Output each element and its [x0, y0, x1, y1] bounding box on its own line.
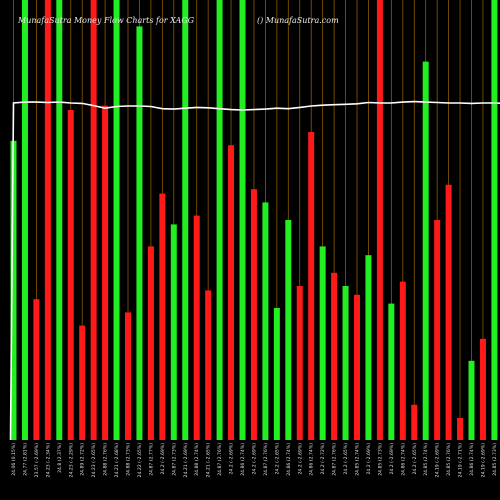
bar-down [193, 215, 200, 440]
x-tick-label: 24.85 (2.76%) [446, 443, 452, 476]
bar-down [159, 193, 166, 440]
x-tick-label: 24.19 (-2.69%) [480, 443, 486, 478]
x-tick-label: 24.87 (2.73%) [171, 443, 177, 476]
bar-down [250, 189, 257, 440]
bar-up [113, 0, 120, 440]
x-tick-label: 24.23 (-2.65%) [91, 443, 97, 478]
x-tick-label: 24.86 (2.74%) [469, 443, 475, 476]
x-tick-label: 24.23 (-2.29%) [68, 443, 74, 478]
bar-down [44, 0, 51, 440]
bar-up [170, 224, 177, 440]
bar-up [56, 0, 63, 440]
bar-down [79, 325, 86, 440]
bar-down [228, 145, 235, 440]
bar-up [262, 202, 269, 440]
bar-up [319, 246, 326, 440]
bar-down [457, 418, 464, 440]
chart-title: MunafaSutra Money Flow Charts for XAGG [17, 16, 195, 25]
x-tick-label: 24.85 (2.73%) [377, 443, 383, 476]
x-tick-labels: 24.06 (0.15%) 24.77 (2.81%) 23.57 (-2.69%)… [11, 443, 498, 478]
x-tick-label: 24.2 (-2.69%) [229, 443, 235, 475]
x-tick-label: 24.85 (2.74%) [423, 443, 429, 476]
x-tick-label: 24.85 (2.74%) [355, 443, 361, 476]
x-tick-label: 24.86 (2.74%) [240, 443, 246, 476]
x-tick-label: 24.88 (2.73%) [126, 443, 132, 476]
x-tick-label: 24.85 (2.73%) [492, 443, 498, 476]
x-tick-label: 24.2 (-2.65%) [274, 443, 280, 475]
x-tick-label: 24.21 (-2.65%) [206, 443, 212, 478]
x-tick-label: 23.57 (-2.69%) [34, 443, 40, 478]
bar-up [273, 308, 280, 440]
x-tick-label: 24.2 (-2.69%) [366, 443, 372, 475]
x-tick-label: 24.87 (2.76%) [217, 443, 223, 476]
x-tick-label: 24.2 (-2.72%) [320, 443, 326, 475]
bar-up [491, 0, 498, 440]
x-tick-label: 24.23 (-2.34%) [45, 443, 51, 478]
x-tick-label: 24.2 (-2.69%) [251, 443, 257, 475]
bar-up [285, 220, 292, 440]
x-tick-label: 24.19 (-2.69%) [435, 443, 441, 478]
x-tick-label: 24.87 (2.76%) [263, 443, 269, 476]
bar-up [10, 140, 17, 441]
bar-down [125, 312, 131, 440]
x-tick-label: 24.89 (2.72%) [80, 443, 86, 476]
x-tick-label: 24.86 (2.74%) [286, 443, 292, 476]
bar-down [354, 294, 360, 440]
money-flow-line [9, 100, 500, 441]
bar-down [33, 299, 40, 440]
bar-up [422, 61, 429, 440]
bar-up [239, 0, 246, 440]
x-tick-label: 24.86 (2.74%) [400, 443, 406, 476]
bar-up [342, 286, 349, 440]
x-tick-label: 24.88 (2.74%) [194, 443, 200, 476]
x-tick-label: 24.06 (0.15%) [11, 443, 17, 476]
x-tick-label: 24.2 (-2.69%) [297, 443, 303, 475]
x-tick-label: 24.2 (-2.69%) [160, 443, 166, 475]
bar-down [205, 290, 212, 440]
bar-up [136, 26, 143, 441]
x-tick-label: 24.87 (2.77%) [148, 443, 154, 476]
bar-up [21, 0, 28, 440]
bar-down [331, 272, 338, 440]
bar-down [102, 105, 109, 440]
bars [10, 0, 498, 441]
bar-up [182, 0, 189, 440]
x-tick-label: 24.87 (2.76%) [332, 443, 338, 476]
x-tick-label: 24.2 (-2.65%) [412, 443, 418, 475]
x-tick-label: 24.21 (-2.68%) [114, 443, 120, 478]
x-tick-label: 24.8 (2.37%) [57, 443, 63, 473]
bar-down [296, 286, 303, 440]
bar-up [468, 360, 475, 440]
watermark: () MunafaSutra.com [257, 16, 339, 25]
bar-down [67, 110, 74, 440]
bar-down [376, 0, 383, 440]
x-tick-label: 24.21 (-2.69%) [183, 443, 189, 478]
bar-down [308, 132, 315, 440]
x-tick-label: 24.22 (-2.65%) [137, 443, 143, 478]
bar-down [479, 338, 486, 440]
x-tick-label: 24.88 (2.76%) [103, 443, 109, 476]
x-tick-label: 24.2 (-2.69%) [389, 443, 395, 475]
x-tick-label: 24.2 (-2.65%) [343, 443, 349, 475]
bar-down [434, 220, 441, 440]
x-tick-label: 24.19 (-2.71%) [458, 443, 464, 478]
bar-down [147, 246, 154, 440]
bar-down [90, 0, 97, 440]
bar-up [388, 303, 395, 440]
x-tick-label: 24.77 (2.81%) [22, 443, 28, 476]
bar-down [411, 404, 418, 440]
bar-up [216, 0, 223, 440]
x-tick-label: 24.86 (2.74%) [309, 443, 315, 476]
bar-down [445, 184, 452, 440]
bar-up [365, 255, 372, 440]
bar-down [399, 281, 406, 440]
